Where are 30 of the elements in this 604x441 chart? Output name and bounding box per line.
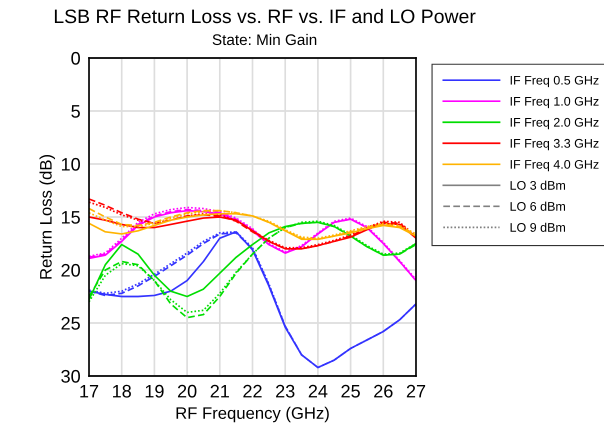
chart-title: LSB RF Return Loss vs. RF vs. IF and LO Power xyxy=(54,8,476,24)
legend-label: IF Freq 1.0 GHz xyxy=(510,96,599,108)
y-axis-title: Return Loss (dB) xyxy=(39,155,56,279)
y-tick-label: 20 xyxy=(61,264,80,277)
x-tick-label: 25 xyxy=(341,384,360,398)
x-tick-label: 21 xyxy=(210,384,229,398)
x-tick-label: 22 xyxy=(243,384,262,398)
legend-label: IF Freq 3.3 GHz xyxy=(510,138,599,150)
y-tick-label: 10 xyxy=(62,158,80,171)
legend-label: LO 9 dBm xyxy=(510,222,566,232)
x-axis-title: RF Frequency (GHz) xyxy=(176,406,329,422)
legend-label: IF Freq 4.0 GHz xyxy=(510,160,599,172)
x-tick-label: 17 xyxy=(80,384,98,398)
x-tick-label: 23 xyxy=(276,384,294,398)
y-tick-label: 0 xyxy=(71,52,80,65)
y-tick-label: 25 xyxy=(61,316,80,330)
chart-subtitle: State: Min Gain xyxy=(212,34,316,46)
x-tick-label: 27 xyxy=(406,384,426,398)
legend-label: LO 6 dBm xyxy=(510,202,566,211)
y-tick-label: 15 xyxy=(62,211,80,224)
x-tick-label: 18 xyxy=(113,384,131,398)
legend-label: LO 3 dBm xyxy=(510,180,566,190)
x-tick-label: 19 xyxy=(146,384,164,398)
legend-label: IF Freq 2.0 GHz xyxy=(510,118,599,130)
y-tick-label: 30 xyxy=(61,370,80,383)
x-tick-label: 20 xyxy=(178,384,196,398)
x-tick-label: 26 xyxy=(374,384,393,398)
y-tick-label: 5 xyxy=(71,105,80,118)
x-tick-label: 24 xyxy=(308,384,328,398)
legend-label: IF Freq 0.5 GHz xyxy=(510,76,599,88)
